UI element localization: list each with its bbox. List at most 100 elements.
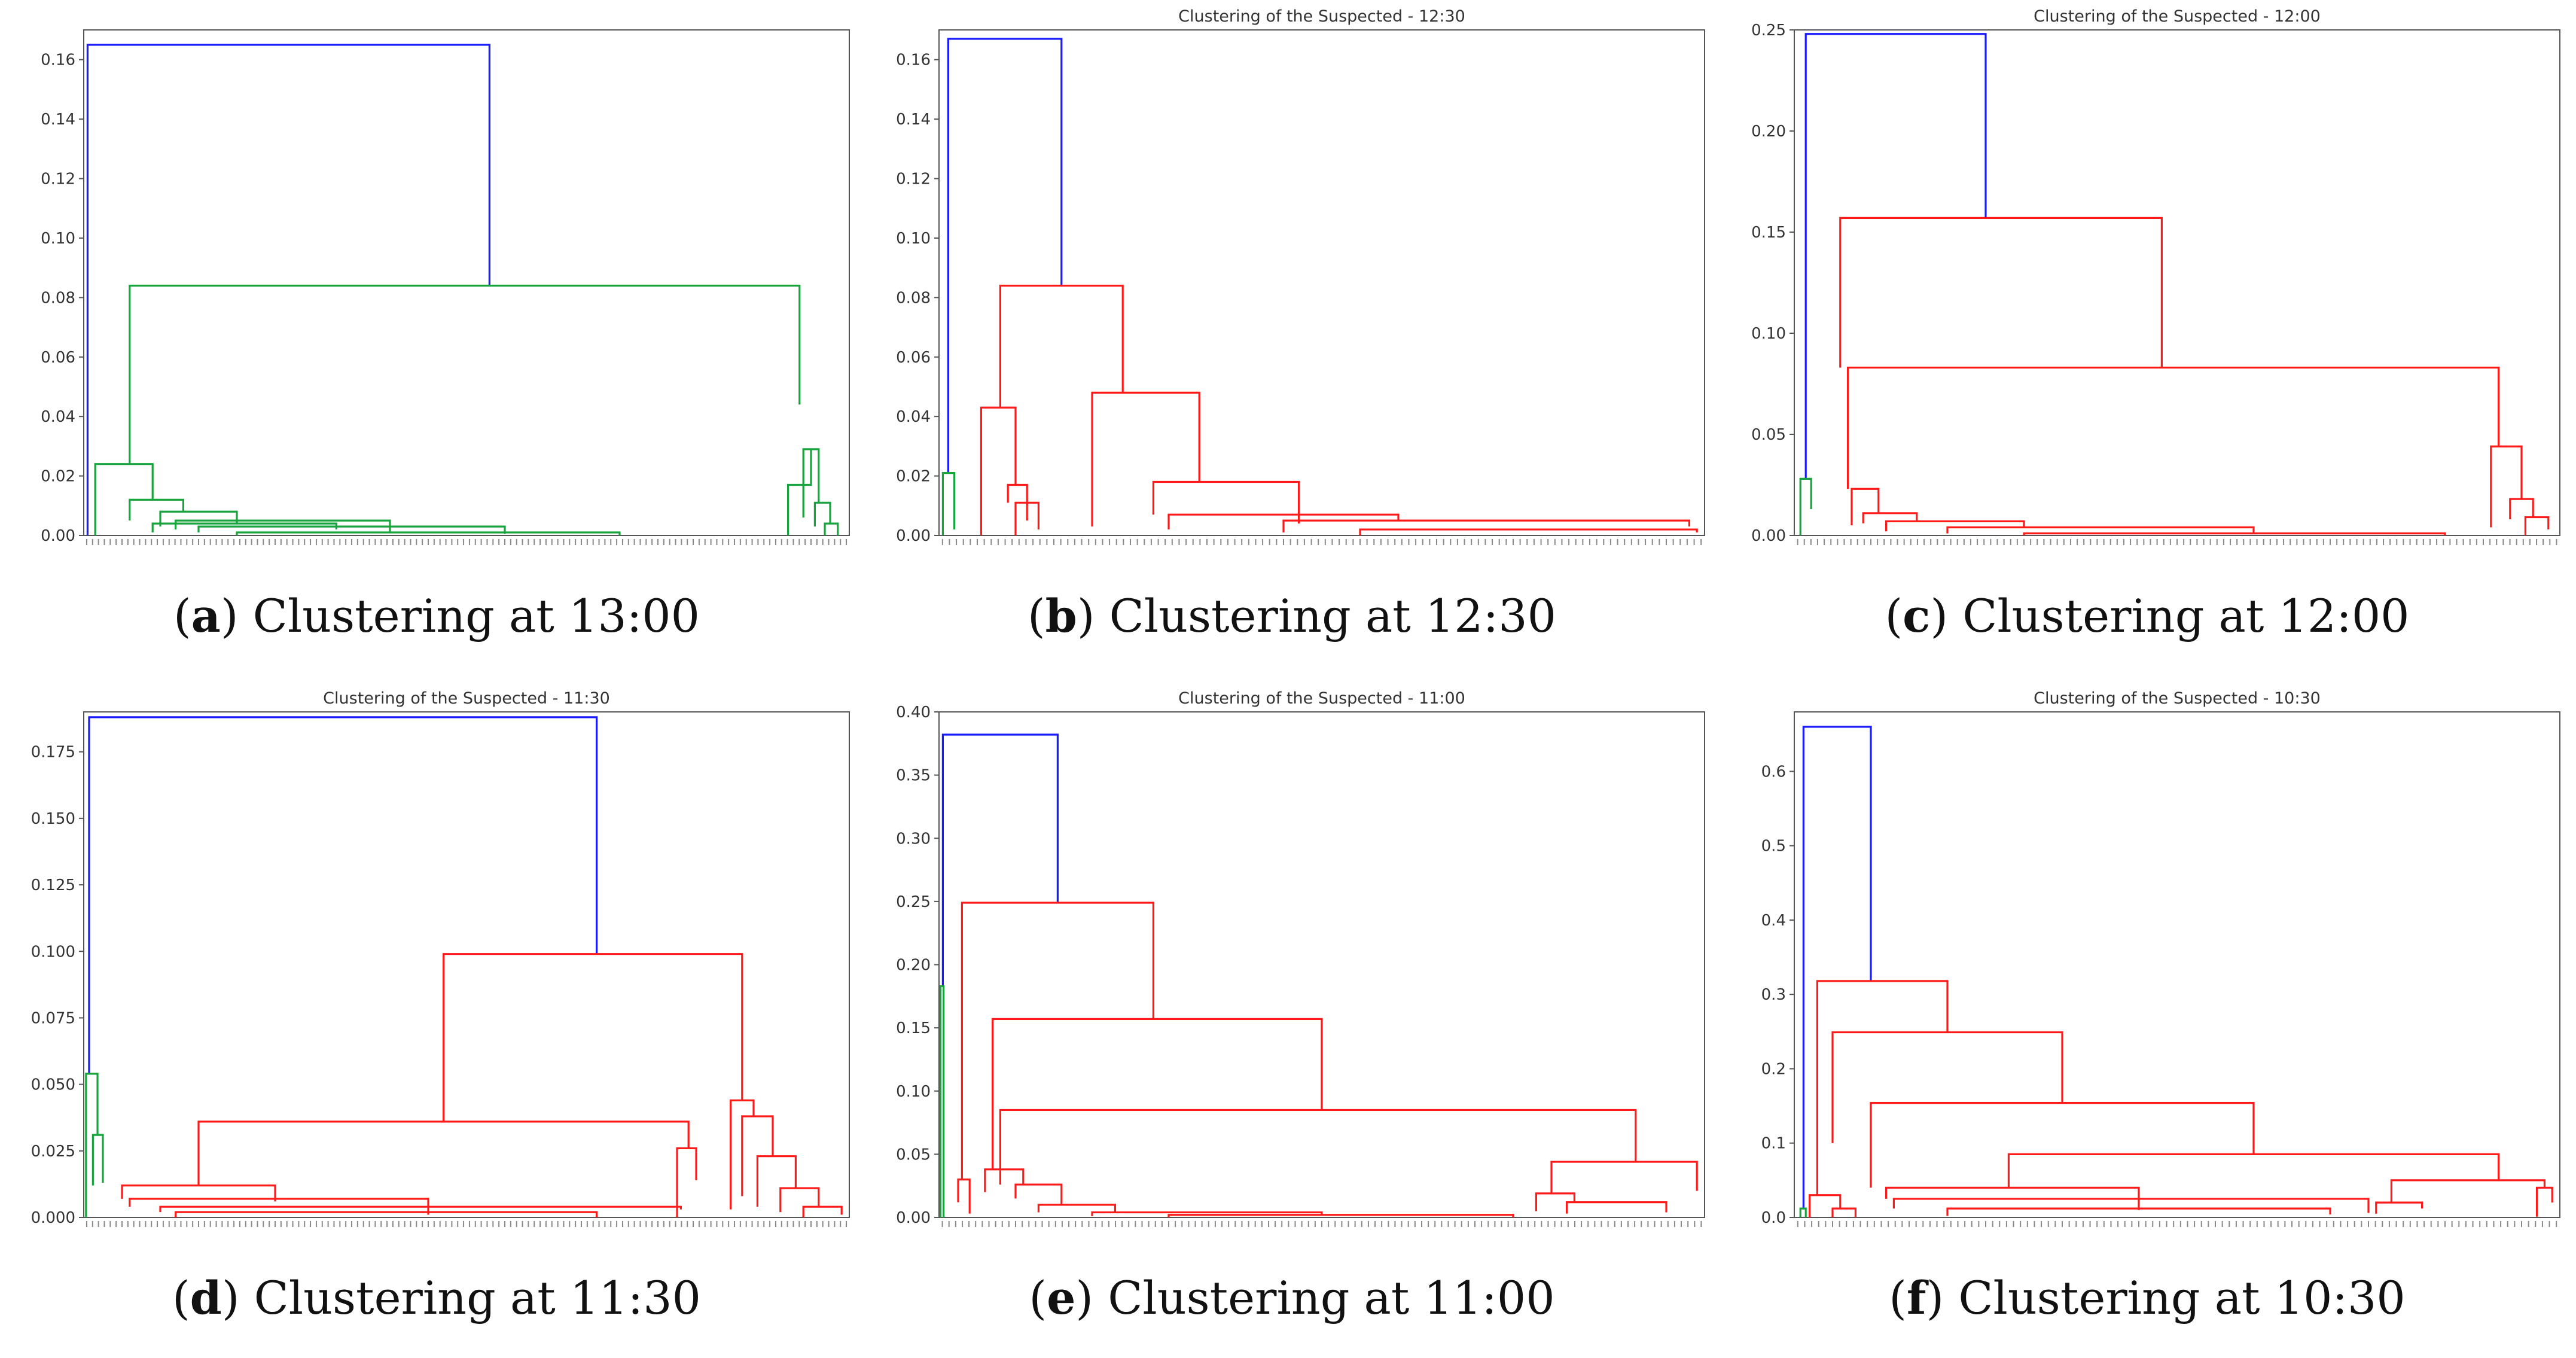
caption-c: (c) Clustering at 12:00 [1885,589,2410,643]
y-tick-label: 0.00 [41,527,75,545]
dendrogram-link-red [676,1147,697,1217]
dendrogram-link-green [1799,477,1812,535]
y-tick-label: 0.06 [896,349,931,367]
y-tick-label: 0.20 [896,957,931,975]
plot-frame [83,711,850,1218]
dendrogram-link-red [1037,1204,1116,1213]
dendrogram-link-red [2524,516,2550,535]
y-tick-label: 0.20 [1751,123,1786,141]
y-tick-label: 0.10 [1751,325,1786,343]
chart-title: Clustering of the Suspected - 10:30 [2034,689,2321,708]
dendrogram-link-red [1831,1207,1856,1217]
y-tick-label: 0.10 [896,1083,931,1101]
dendrogram-link-red [999,284,1124,408]
dendrogram-link-red [957,1179,971,1214]
panel-c: Clustering of the Suspected - 12:00 0.00 0… [1723,0,2572,667]
dendrogram-link-red [175,1211,598,1217]
dendrogram-link-red [197,1120,690,1186]
dendrogram-link-green [1799,1207,1807,1217]
y-tick-label: 0.14 [896,111,931,129]
y-tick-label: 0.4 [1761,912,1786,930]
dendrogram-d: Clustering of the Suspected - 11:30 0.000… [31,689,850,1227]
dendrogram-link-red [1831,1031,2063,1143]
dendrogram-link-green [939,985,945,1217]
dendrogram-link-red [1014,1183,1063,1205]
dendrogram-link-red [1839,217,2163,368]
y-tick-label: 0.12 [896,170,931,188]
dendrogram-link-red [729,1099,755,1210]
y-tick-label: 0.050 [31,1076,75,1094]
dendrogram-link-blue [88,716,598,1074]
dendrogram-link-red [1282,519,1691,533]
dendrogram-link-red [1152,480,1300,524]
dendrogram-link-green [941,472,956,535]
caption-d: (d) Clustering at 11:30 [172,1271,701,1324]
y-tick-label: 0.00 [1751,527,1786,545]
y-tick-label: 0.16 [896,51,931,69]
y-tick-label: 0.00 [896,527,931,545]
dendrogram-link-red [1851,488,1880,526]
y-tick-label: 0.04 [896,408,931,426]
y-tick-label: 0.15 [1751,224,1786,242]
dendrogram-a: 0.00 0.02 0.04 0.06 0.08 0.10 0.12 0.14 0.16 [41,29,850,545]
dendrogram-link-red [1550,1161,1698,1193]
dendrogram-link-green [151,522,338,533]
caption-b: (b) Clustering at 12:30 [1028,589,1556,643]
dendrogram-link-red [121,1185,276,1202]
y-tick-label: 0.40 [896,704,931,721]
y-tick-label: 0.16 [41,51,75,69]
dendrogram-link-red [1885,520,2025,532]
dendrogram-link-red [1870,1102,2255,1188]
caption-f: (f) Clustering at 10:30 [1889,1271,2406,1324]
plot-frame [938,29,1705,536]
y-tick-label: 0.00 [896,1209,931,1227]
dendrogram-link-red [2007,1153,2500,1188]
dendrogram-link-green [129,498,184,521]
dendrogram-link-red [2490,445,2523,528]
dendrogram-link-red [1565,1201,1667,1214]
panel-a: 0.00 0.02 0.04 0.06 0.08 0.10 0.12 0.14 0.16 (a)… [12,0,861,667]
dendrogram-link-red [802,1205,843,1217]
dendrogram-link-red [159,1205,682,1213]
chart-title: Clustering of the Suspected - 11:30 [323,689,610,708]
dendrogram-link-blue [1804,33,1987,479]
dendrogram-link-green [813,501,831,527]
y-tick-label: 0.04 [41,408,75,426]
y-tick-label: 0.35 [896,767,931,785]
y-tick-label: 0.05 [896,1146,931,1164]
dendrogram-c: Clustering of the Suspected - 12:00 0.00 0… [1751,7,2560,545]
y-tick-label: 0.0 [1761,1209,1786,1227]
dendrogram-link-red [992,1018,1323,1170]
dendrogram-link-green [85,1073,99,1217]
y-tick-label: 0.2 [1761,1060,1786,1078]
dendrogram-link-red [741,1115,774,1196]
dendrogram-link-red [1091,391,1200,527]
dendrogram-link-red [980,406,1017,535]
dendrogram-link-blue [1802,726,1872,1209]
dendrogram-link-red [1892,1198,2370,1213]
dendrogram-link-red [1946,526,2255,534]
y-tick-label: 0.125 [31,876,75,894]
y-tick-label: 0.10 [896,230,931,248]
dendrogram-link-red [984,1168,1025,1192]
dendrogram-link-red [961,902,1154,1180]
dendrogram-link-red [2375,1201,2423,1214]
dendrogram-link-red [1167,1214,1514,1217]
y-tick-label: 0.5 [1761,838,1786,855]
dendrogram-link-blue [941,733,1059,986]
y-tick-label: 0.175 [31,744,75,762]
plot-frame [938,711,1705,1218]
y-tick-label: 0.02 [896,468,931,486]
dendrogram-link-green [129,284,801,464]
panel-f: Clustering of the Suspected - 10:30 0.0 0.… [1723,682,2572,1349]
dendrogram-link-green [236,531,621,535]
y-tick-label: 0.000 [31,1209,75,1227]
plot-frame [83,29,850,536]
dendrogram-link-red [1816,980,1949,1195]
y-tick-label: 0.06 [41,349,75,367]
y-tick-label: 0.12 [41,170,75,188]
panel-d: Clustering of the Suspected - 11:30 0.000… [12,682,861,1349]
dendrogram-link-red [1946,1207,2331,1216]
dendrogram-e: Clustering of the Suspected - 11:00 0.00 0… [896,689,1705,1227]
chart-title: Clustering of the Suspected - 11:00 [1178,689,1465,708]
